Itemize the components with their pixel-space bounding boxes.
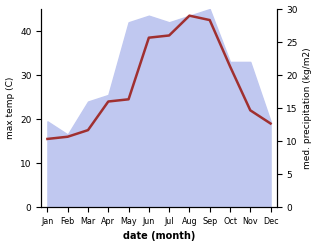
Y-axis label: med. precipitation (kg/m2): med. precipitation (kg/m2)	[303, 47, 313, 169]
X-axis label: date (month): date (month)	[123, 231, 195, 242]
Y-axis label: max temp (C): max temp (C)	[5, 77, 15, 139]
